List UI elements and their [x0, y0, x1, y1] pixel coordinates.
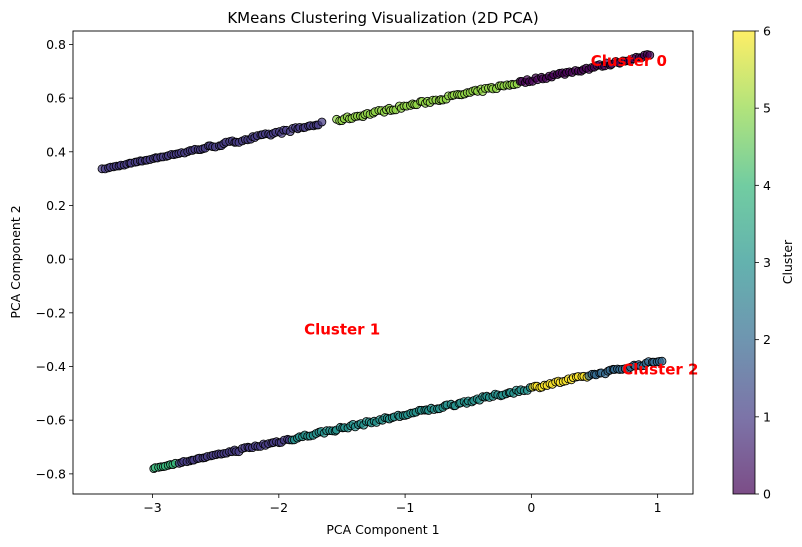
cluster-annotations: Cluster 0 Cluster 1 Cluster 2 [304, 52, 698, 379]
y-tick-label: 0.0 [46, 252, 66, 267]
scatter-point [317, 117, 327, 127]
x-axis-ticks: −3 −2 −1 0 1 [143, 494, 662, 515]
colorbar-tick-label: 6 [763, 24, 771, 39]
colorbar-tick-label: 3 [763, 255, 771, 270]
colorbar-tick-label: 1 [763, 409, 771, 424]
y-tick-label: 0.2 [46, 198, 66, 213]
colorbar-tick-label: 5 [763, 101, 771, 116]
y-axis-ticks: −0.8 −0.6 −0.4 −0.2 0.0 0.2 0.4 0.6 0.8 [36, 37, 73, 481]
x-axis-label: PCA Component 1 [326, 522, 439, 537]
colorbar-tick-label: 0 [763, 487, 771, 502]
x-tick-label: −3 [143, 500, 161, 515]
y-tick-label: −0.4 [36, 359, 66, 374]
chart-title: KMeans Clustering Visualization (2D PCA) [227, 9, 538, 27]
scatter-point [657, 356, 667, 366]
y-tick-label: −0.8 [36, 466, 66, 481]
cluster-annotation: Cluster 1 [304, 320, 380, 338]
y-tick-label: −0.2 [36, 305, 66, 320]
plot-frame [72, 30, 694, 495]
colorbar-gradient [732, 30, 756, 495]
y-axis-label: PCA Component 2 [8, 205, 23, 318]
colorbar-tick-label: 2 [763, 332, 771, 347]
y-tick-label: −0.6 [36, 413, 66, 428]
cluster-annotation: Cluster 0 [591, 52, 667, 70]
x-tick-label: 1 [654, 500, 662, 515]
scatter-point [645, 50, 655, 60]
colorbar-ticks: 0 1 2 3 4 5 6 [755, 24, 771, 502]
x-tick-label: −2 [270, 500, 288, 515]
cluster-annotation: Cluster 2 [622, 361, 698, 379]
colorbar-label: Cluster [780, 239, 795, 284]
colorbar-tick-label: 4 [763, 178, 771, 193]
y-tick-label: 0.8 [46, 37, 66, 52]
colorbar: 0 1 2 3 4 5 6 Cluster [732, 24, 795, 502]
x-tick-label: −1 [396, 500, 414, 515]
y-tick-label: 0.4 [46, 144, 66, 159]
x-tick-label: 0 [527, 500, 535, 515]
y-tick-label: 0.6 [46, 91, 66, 106]
scatter-points [97, 50, 667, 474]
